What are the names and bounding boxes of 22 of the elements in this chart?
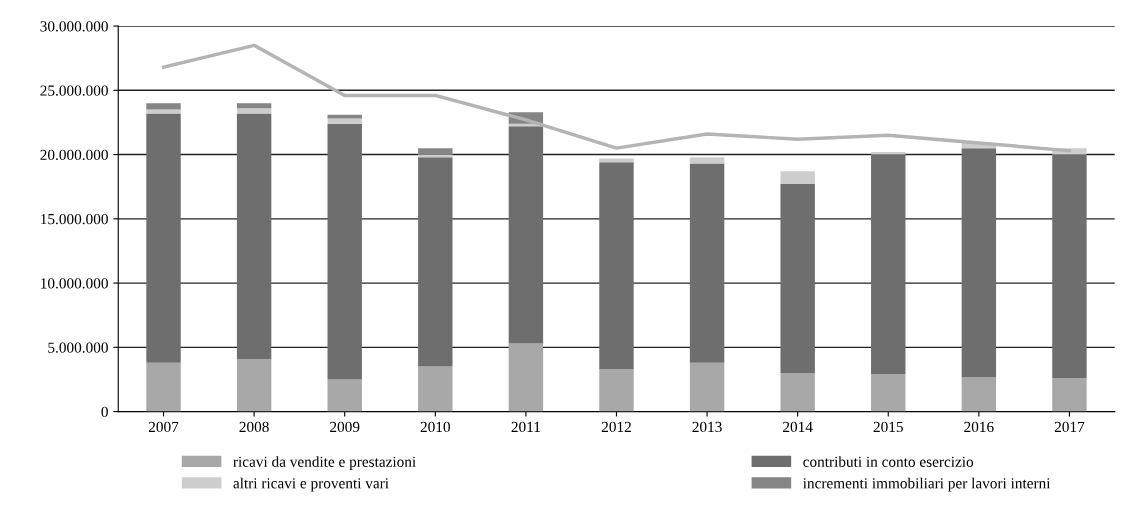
x-tick-label: 2011: [511, 421, 540, 433]
legend-label: ricavi da vendite e prestazioni: [233, 456, 416, 471]
y-tick-label: 0: [101, 406, 108, 418]
x-tick-label: 2016: [964, 421, 994, 433]
x-tick-label: 2013: [692, 421, 722, 433]
y-tick-label: 5.000.000: [48, 342, 108, 353]
x-tick-label: 2009: [330, 421, 360, 433]
x-tick-label: 2015: [873, 421, 903, 433]
y-tick-label: 15.000.000: [41, 213, 108, 225]
x-tick-label: 2014: [783, 421, 813, 433]
y-tick-label: 25.000.000: [40, 85, 108, 96]
legend-label: altri ricavi e proventi vari: [233, 477, 389, 492]
legend-label: contributi in conto esercizio: [803, 456, 974, 467]
x-tick-label: 2017: [1054, 421, 1085, 433]
x-tick-label: 2007: [148, 421, 179, 433]
y-tick-label: 30.000.000: [40, 21, 108, 32]
x-tick-label: 2012: [601, 421, 631, 433]
x-tick-label: 2010: [420, 421, 450, 433]
legend-label: incrementi immobiliari per lavori interni: [803, 477, 1051, 492]
x-tick-label: 2008: [239, 421, 269, 433]
y-tick-label: 10.000.000: [41, 278, 108, 289]
y-tick-label: 20.000.000: [40, 149, 108, 161]
